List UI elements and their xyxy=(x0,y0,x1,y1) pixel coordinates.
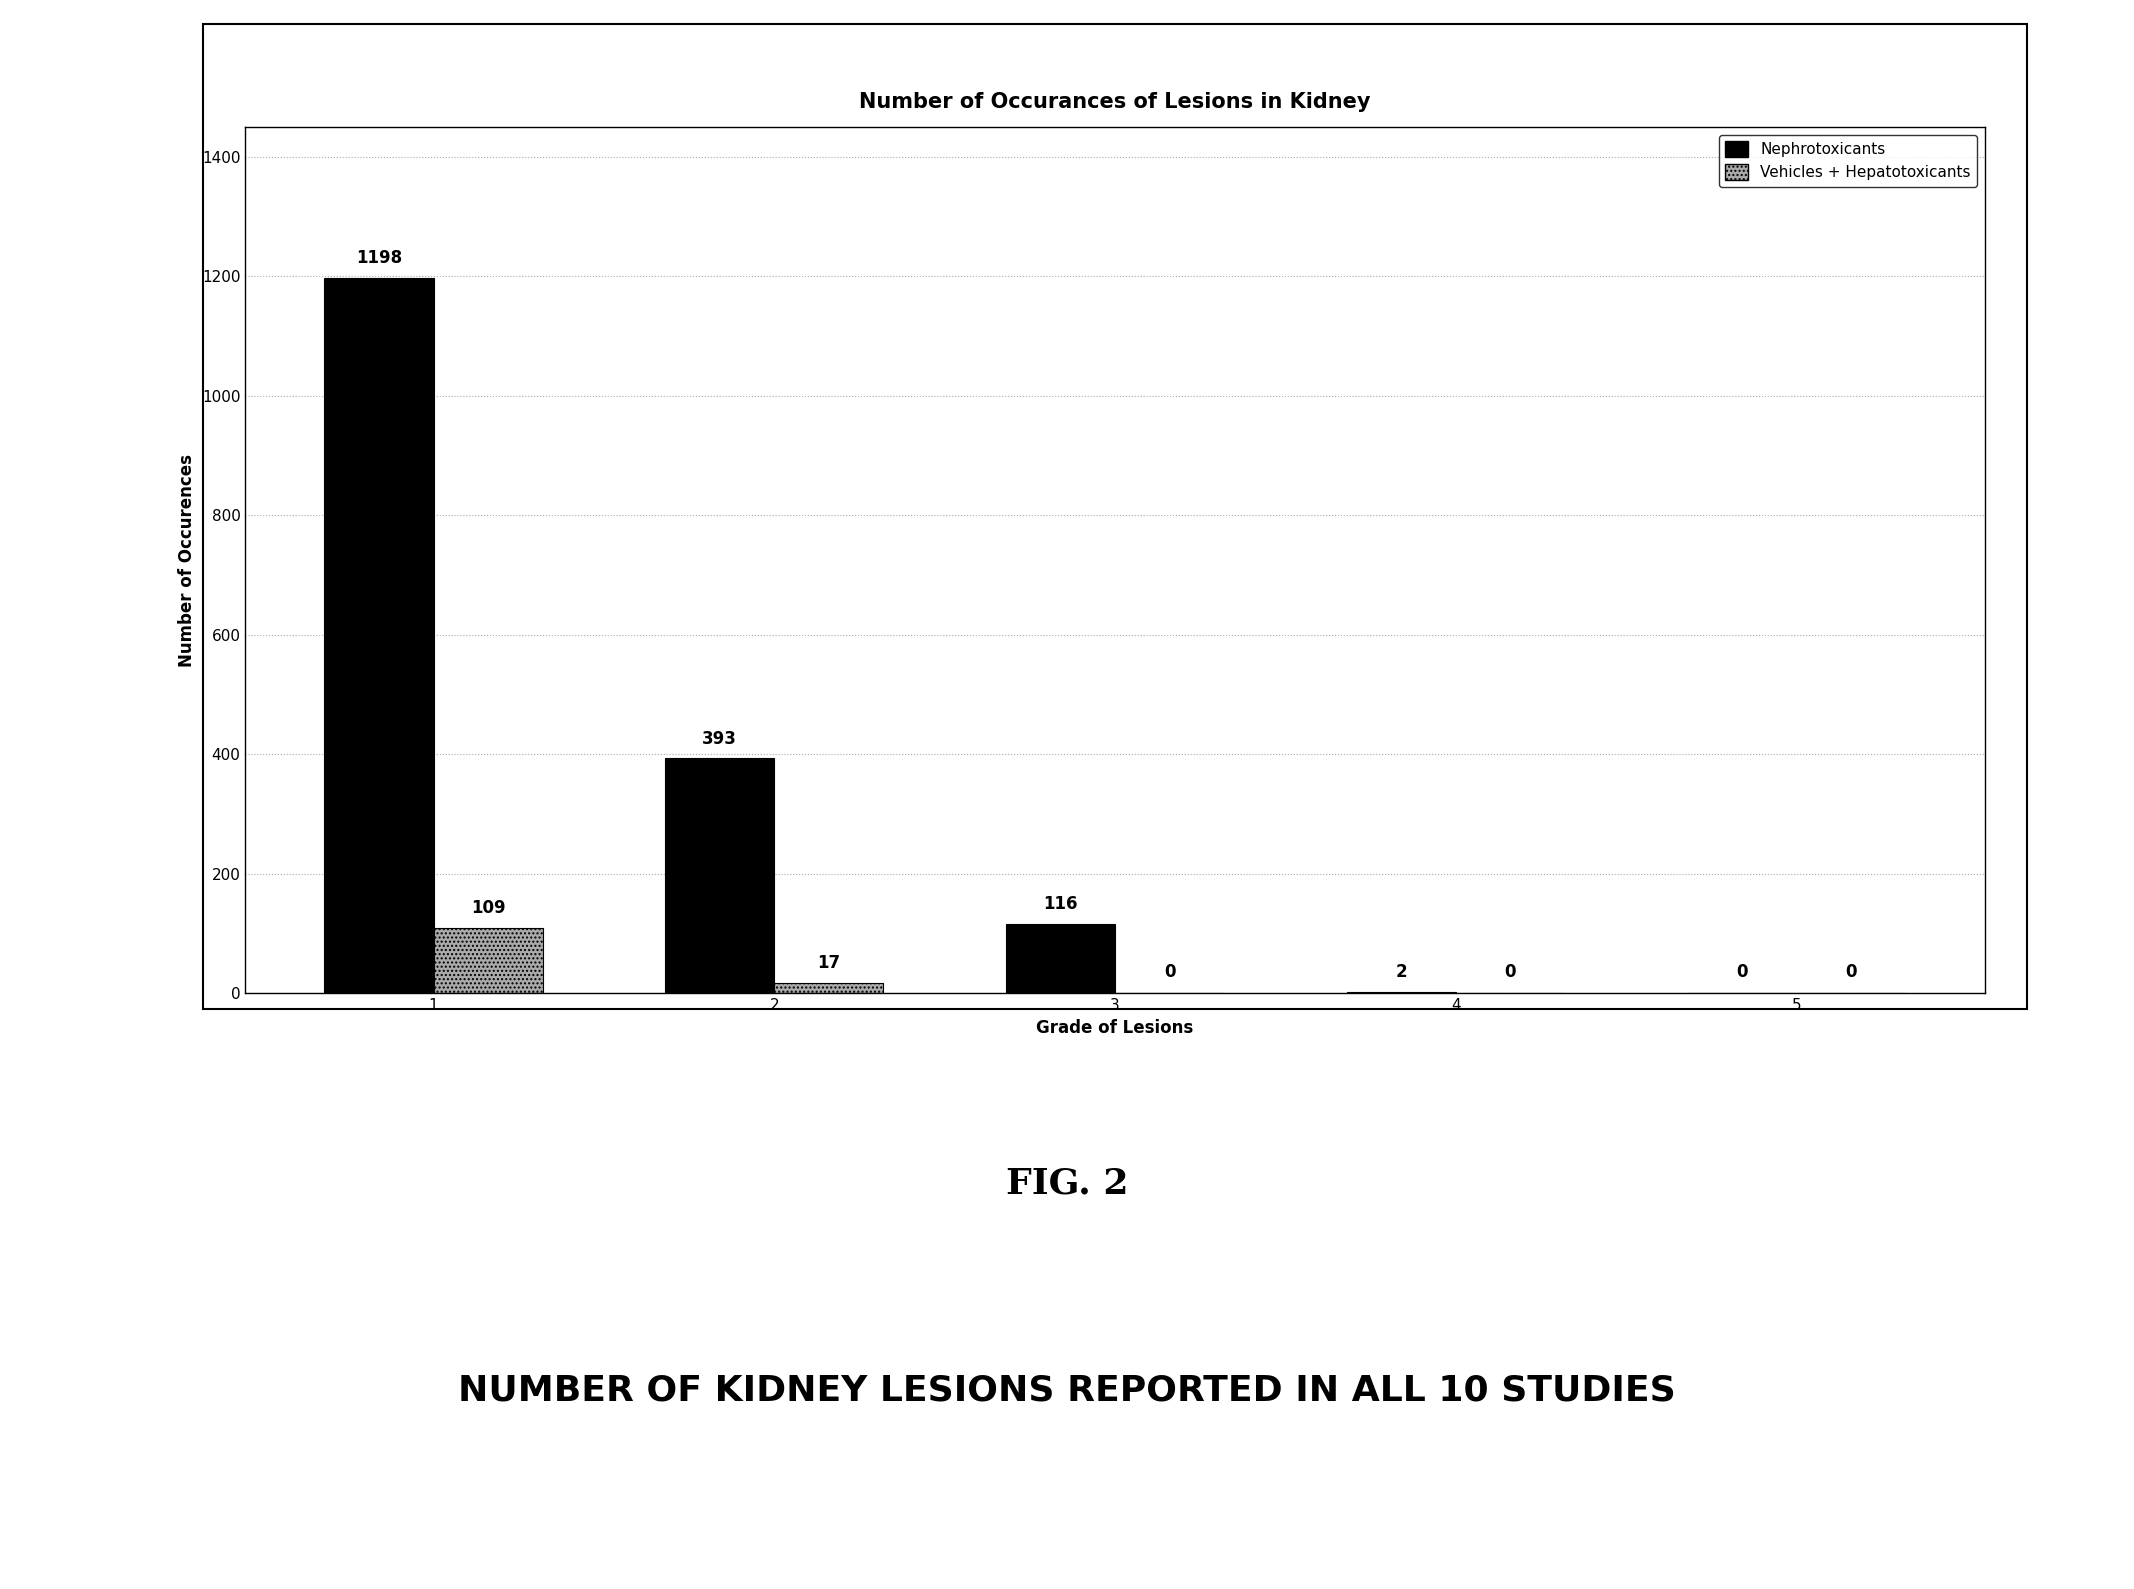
Text: 0: 0 xyxy=(1737,963,1748,980)
Legend: Nephrotoxicants, Vehicles + Hepatotoxicants: Nephrotoxicants, Vehicles + Hepatotoxica… xyxy=(1720,135,1976,186)
Text: 1198: 1198 xyxy=(356,249,401,267)
Text: 116: 116 xyxy=(1044,895,1078,914)
Text: 109: 109 xyxy=(472,899,506,917)
Text: 0: 0 xyxy=(1846,963,1857,980)
Text: NUMBER OF KIDNEY LESIONS REPORTED IN ALL 10 STUDIES: NUMBER OF KIDNEY LESIONS REPORTED IN ALL… xyxy=(459,1373,1675,1408)
Text: 0: 0 xyxy=(1163,963,1176,980)
Bar xyxy=(775,984,883,993)
X-axis label: Grade of Lesions: Grade of Lesions xyxy=(1037,1019,1193,1036)
Bar xyxy=(324,278,433,993)
Title: Number of Occurances of Lesions in Kidney: Number of Occurances of Lesions in Kidne… xyxy=(860,92,1370,111)
Text: 393: 393 xyxy=(702,729,736,748)
Text: 17: 17 xyxy=(817,955,841,972)
Bar xyxy=(433,928,542,993)
Bar xyxy=(1005,923,1114,993)
Y-axis label: Number of Occurences: Number of Occurences xyxy=(179,453,196,667)
Text: 0: 0 xyxy=(1504,963,1515,980)
Text: FIG. 2: FIG. 2 xyxy=(1005,1166,1129,1201)
Bar xyxy=(666,758,775,993)
Text: 2: 2 xyxy=(1396,963,1406,980)
